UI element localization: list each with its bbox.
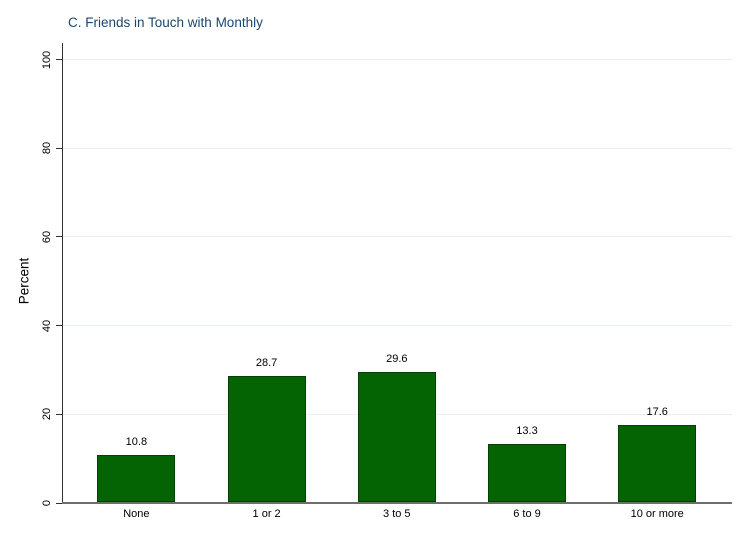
gridline-40 [63, 325, 732, 327]
y-tick-label-0: 0 [41, 499, 53, 507]
bar-6 to 9 [488, 444, 566, 502]
bar-3 to 5 [357, 371, 436, 502]
y-tick-label-20: 20 [41, 408, 53, 421]
y-tick-label-60: 60 [41, 230, 53, 244]
x-tick-label-1 or 2: 1 or 2 [252, 508, 281, 520]
gridline-100 [63, 59, 732, 60]
x-axis-line [62, 502, 732, 504]
y-axis-title: Percent [16, 257, 32, 305]
x-tick-label-6 to 9: 6 to 9 [513, 508, 541, 520]
chart-title: C. Friends in Touch with Monthly [68, 15, 263, 30]
bar-value-label-None: 10.8 [125, 436, 148, 449]
y-tick-label-40: 40 [41, 319, 53, 332]
y-tick-label-100: 100 [41, 50, 53, 69]
y-tick-0 [56, 502, 62, 504]
x-tick-label-None: None [123, 508, 150, 520]
y-axis-line [62, 43, 63, 503]
y-tick-40 [56, 325, 62, 327]
y-tick-100 [56, 59, 62, 60]
y-tick-80 [56, 147, 62, 149]
bar-value-label-3 to 5: 29.6 [386, 352, 408, 365]
bar-1 or 2 [227, 375, 306, 502]
y-tick-label-80: 80 [41, 142, 53, 155]
gridline-60 [63, 236, 732, 238]
bar-value-label-6 to 9: 13.3 [516, 425, 538, 437]
y-tick-60 [56, 236, 62, 238]
bar-value-label-10 or more: 17.6 [646, 405, 668, 418]
gridline-80 [63, 147, 732, 149]
x-tick-label-10 or more: 10 or more [630, 508, 684, 520]
bar-None [97, 455, 176, 502]
bar-value-label-1 or 2: 28.7 [255, 356, 278, 369]
bar-10 or more [618, 424, 697, 502]
y-tick-20 [56, 413, 62, 415]
x-tick-label-3 to 5: 3 to 5 [383, 508, 411, 520]
